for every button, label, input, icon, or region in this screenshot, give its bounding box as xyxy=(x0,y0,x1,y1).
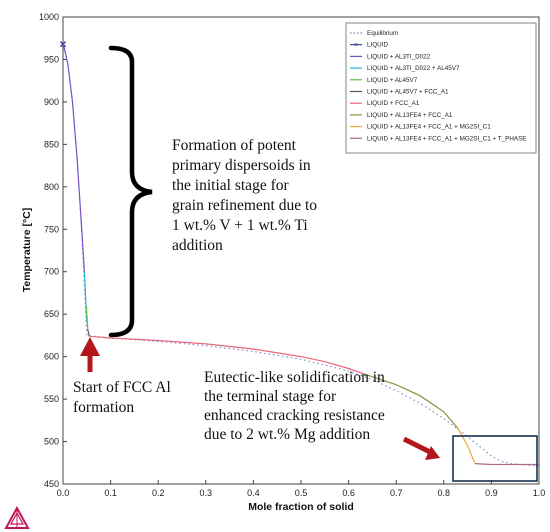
y-tick-label: 800 xyxy=(44,182,59,192)
y-tick-label: 550 xyxy=(44,394,59,404)
legend-label: LIQUID + AL13FE4 + FCC_A1 xyxy=(367,112,453,119)
annotation-primary-line-3: the initial stage for xyxy=(172,177,289,194)
y-tick-label: 900 xyxy=(44,97,59,107)
annotation-eutectic: Eutectic-like solidification in the term… xyxy=(204,369,385,443)
annotation-primary-line-5: 1 wt.% V + 1 wt.% Ti xyxy=(172,217,308,234)
y-tick-label: 700 xyxy=(44,267,59,277)
y-tick-label: 500 xyxy=(44,437,59,447)
x-tick-label: 0.4 xyxy=(247,488,260,498)
annotation-eutectic-line-1: Eutectic-like solidification in xyxy=(204,369,385,386)
annotation-fcc-line-2: formation xyxy=(73,399,134,416)
x-axis-title: Mole fraction of solid xyxy=(248,501,354,513)
legend-label: LIQUID + AL13FE4 + FCC_A1 + MG2SI_C1 xyxy=(367,124,491,131)
ticks-layer: 0.0 0.1 0.2 0.3 0.4 0.5 0.6 0.7 0.8 0.9 1.0 450 500 5… xyxy=(39,12,545,498)
legend-label: LIQUID + FCC_A1 xyxy=(367,100,420,107)
annotation-fcc-start: Start of FCC Al formation xyxy=(73,379,171,416)
y-tick-label: 950 xyxy=(44,54,59,64)
x-tick-label: 0.5 xyxy=(295,488,308,498)
x-tick-label: 0.1 xyxy=(104,488,117,498)
thermocalc-logo-icon xyxy=(4,505,30,529)
annotation-primary-line-1: Formation of potent xyxy=(172,137,297,154)
annotation-primary-line-4: grain refinement due to xyxy=(172,197,317,214)
legend-label: LIQUID + AL3TI_D022 + AL45V7 xyxy=(367,65,460,72)
legend: Equilibrium × LIQUID LIQUID + AL3TI_D022 LIQ… xyxy=(345,22,537,154)
x-tick-label: 0.6 xyxy=(342,488,355,498)
x-tick-label: 0.2 xyxy=(152,488,165,498)
x-tick-label: 0.0 xyxy=(57,488,70,498)
legend-label: LIQUID + AL45V7 + FCC_A1 xyxy=(367,89,449,96)
series-line-liquid-al45v7 xyxy=(85,305,89,330)
x-tick-label: 0.9 xyxy=(485,488,498,498)
annotation-fcc-line-1: Start of FCC Al xyxy=(73,379,171,396)
annotation-eutectic-line-2: the terminal stage for xyxy=(204,388,337,405)
y-tick-label: 850 xyxy=(44,139,59,149)
legend-label: LIQUID + AL45V7 xyxy=(367,77,418,84)
legend-label: Equilibrium xyxy=(367,30,398,37)
annotation-primary-line-2: primary dispersoids in xyxy=(172,157,311,174)
series-line-liquid-fcc-a1 xyxy=(89,335,364,375)
series-line-liquid-al13fe4-fcc-a1-mg2si-c1-t-phase xyxy=(474,463,539,466)
series-line-liquid-al13fe4-fcc-a1 xyxy=(362,373,459,430)
x-tick-label: 0.3 xyxy=(200,488,213,498)
legend-label: LIQUID + AL3TI_D022 xyxy=(367,53,431,60)
series-line-liquid-al13fe4-fcc-a1-mg2si-c1 xyxy=(457,428,476,464)
annotation-eutectic-line-3: enhanced cracking resistance xyxy=(204,407,385,424)
curly-brace xyxy=(108,45,153,338)
series-line-liquid-al45v7-fcc-a1 xyxy=(87,329,90,337)
y-tick-label: 750 xyxy=(44,224,59,234)
x-tick-label: 0.8 xyxy=(438,488,451,498)
y-tick-label: 450 xyxy=(44,479,59,489)
y-tick-label: 1000 xyxy=(39,12,59,22)
series-line-equilibrium xyxy=(62,42,540,467)
fcc-start-arrow xyxy=(80,337,100,372)
annotation-primary-dispersoids: Formation of potent primary dispersoids … xyxy=(172,137,317,254)
terminal-stage-highlight-box xyxy=(452,435,538,482)
series-line-liquid-al3ti-d022 xyxy=(62,42,85,272)
legend-box xyxy=(345,22,537,154)
legend-label: LIQUID xyxy=(367,42,388,49)
annotation-primary-line-6: addition xyxy=(172,237,223,254)
eutectic-arrow xyxy=(402,436,440,460)
y-axis-title: Temperature [°C] xyxy=(21,208,33,293)
annotation-eutectic-line-4: due to 2 wt.% Mg addition xyxy=(204,426,370,443)
x-tick-label: 1.0 xyxy=(533,488,546,498)
y-tick-label: 650 xyxy=(44,309,59,319)
y-tick-label: 600 xyxy=(44,352,59,362)
legend-label: LIQUID + AL13FE4 + FCC_A1 + MG2SI_C1 + T… xyxy=(367,135,526,142)
series-layer xyxy=(60,41,540,467)
x-tick-label: 0.7 xyxy=(390,488,403,498)
legend-marker: × xyxy=(354,42,358,49)
